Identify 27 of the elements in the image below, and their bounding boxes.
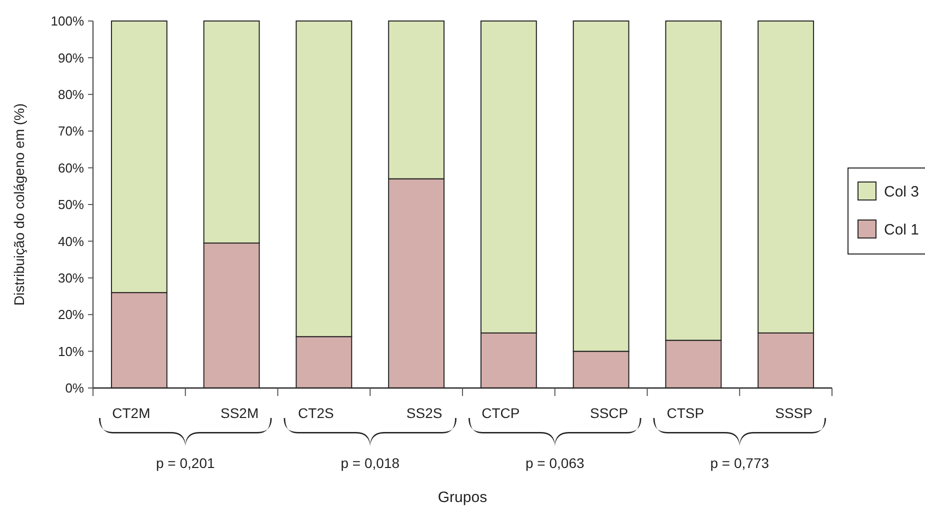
y-tick-label: 100% xyxy=(50,14,84,29)
text: p = 0,063 xyxy=(525,455,584,471)
y-axis-title: Distribuição do colágeno em (%) xyxy=(11,103,27,306)
x-axis-title: Grupos xyxy=(438,489,488,506)
x-tick-label: SSSP xyxy=(775,405,812,421)
y-tick-label: 30% xyxy=(58,270,84,286)
legend-label: Col 3 xyxy=(884,183,920,200)
y-tick-label: 80% xyxy=(58,86,84,102)
y-tick-label: 20% xyxy=(58,307,84,322)
y-tick-label: 70% xyxy=(58,124,84,139)
y-tick-label: 0% xyxy=(65,380,84,396)
x-tick-label: CTCP xyxy=(482,405,520,421)
x-tick-label: CT2M xyxy=(112,405,150,421)
x-tick-label: CTSP xyxy=(666,405,704,421)
x-tick-label: SS2M xyxy=(220,405,259,421)
y-tick-label: 40% xyxy=(58,234,84,249)
text: p = 0,773 xyxy=(710,455,770,471)
x-tick-label: SS2S xyxy=(406,405,442,421)
y-tick-label: 10% xyxy=(58,344,84,359)
y-tick-label: 50% xyxy=(58,197,84,212)
text: p = 0,201 xyxy=(156,455,215,471)
y-tick-label: 60% xyxy=(58,160,84,176)
y-tick-label: 90% xyxy=(58,50,84,66)
x-tick-label: CT2S xyxy=(298,405,334,421)
text: p = 0,018 xyxy=(340,455,400,471)
x-tick-label: SSCP xyxy=(590,405,628,421)
legend-label: Col 1 xyxy=(884,221,920,238)
